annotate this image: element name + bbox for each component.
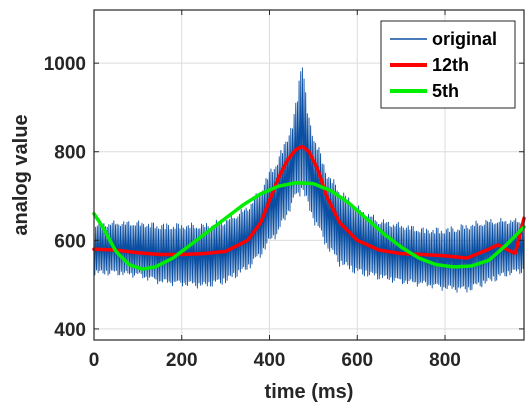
ticks: [93, 10, 524, 340]
legend-label-12th: 12th: [432, 55, 469, 75]
y-axis-label: analog value: [10, 114, 32, 235]
plot-frame: [93, 9, 525, 341]
y-tick-label: 600: [54, 231, 86, 252]
series-12th-line: [92, 144, 526, 260]
x-tick-label: 800: [429, 350, 461, 371]
y-tick-label: 400: [54, 320, 86, 341]
tick-labels: 0 200 400 600 800 400 600 800 1000: [44, 54, 461, 371]
series-12th: [92, 144, 526, 260]
legend: original 12th 5th: [380, 20, 516, 109]
y-tick-label: 1000: [44, 54, 86, 75]
legend-label-5th: 5th: [432, 81, 459, 101]
x-tick-label: 400: [254, 350, 286, 371]
x-tick-label: 600: [341, 350, 373, 371]
x-axis-label: time (ms): [265, 381, 354, 403]
x-tick-label: 200: [166, 350, 198, 371]
series-5th: [92, 181, 526, 271]
x-tick-label: 0: [89, 350, 100, 371]
legend-label-original: original: [432, 29, 497, 49]
series-5th-line: [92, 181, 526, 271]
y-tick-label: 800: [54, 143, 86, 164]
